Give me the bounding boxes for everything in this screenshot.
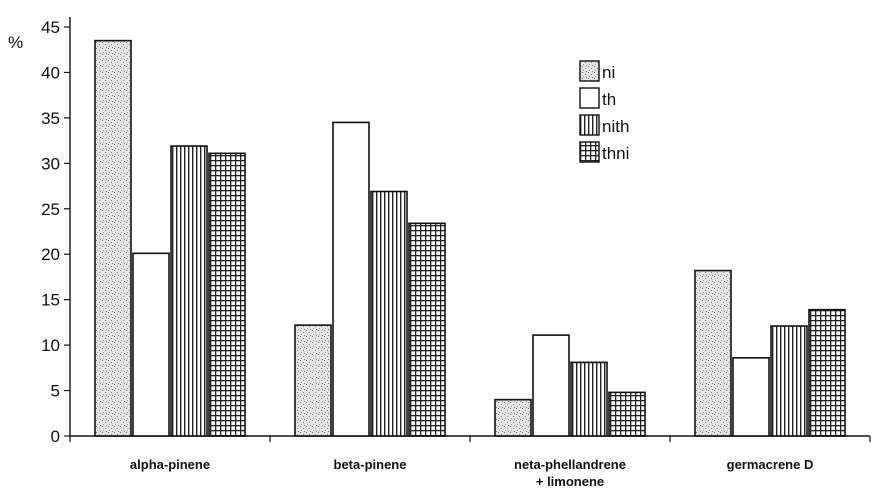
bar-thni	[208, 152, 246, 437]
bar-th	[532, 334, 570, 437]
legend-swatch-nith	[579, 114, 600, 136]
y-tick-label: 15	[41, 291, 60, 310]
bar-thni	[608, 391, 646, 437]
category-label: beta-pinene	[334, 457, 407, 472]
y-tick-label: 30	[41, 154, 60, 173]
bar-thni	[808, 308, 846, 437]
y-axis-label: %	[8, 33, 23, 52]
bar-nith	[170, 145, 208, 437]
bar-nith	[770, 325, 808, 437]
legend-label: th	[602, 90, 616, 109]
y-tick-label: 0	[51, 427, 60, 446]
bar-ni	[494, 398, 532, 437]
bar-nith	[570, 361, 608, 437]
category-label: neta-phellandrene	[514, 457, 626, 472]
bar-ni	[94, 39, 132, 437]
bar-ni	[694, 269, 732, 437]
category-label: + limonene	[536, 474, 604, 489]
bars	[94, 39, 846, 437]
category-label: alpha-pinene	[130, 457, 210, 472]
y-tick-label: 10	[41, 336, 60, 355]
bar-ni	[294, 324, 332, 437]
y-tick-label: 45	[41, 18, 60, 37]
y-tick-label: 5	[51, 382, 60, 401]
legend-swatch-thni	[579, 141, 600, 163]
x-axis: alpha-pinene beta-pinene neta-phellandrene…	[69, 435, 871, 489]
y-tick-label: 25	[41, 200, 60, 219]
legend-label: ni	[602, 63, 615, 82]
y-axis: 0 5 10 15 20 25 30 35 40 45%	[8, 17, 71, 446]
legend-label: nith	[602, 117, 629, 136]
legend-swatch-ni	[579, 60, 600, 82]
bar-th	[732, 357, 770, 437]
legend-label: thni	[602, 144, 629, 163]
legend-swatch-th	[579, 87, 600, 109]
bar-nith	[370, 190, 408, 437]
bar-thni	[408, 222, 446, 437]
category-label: germacrene D	[727, 457, 814, 472]
bar-th	[132, 252, 170, 437]
y-tick-label: 35	[41, 109, 60, 128]
bar-th	[332, 121, 370, 437]
y-tick-label: 40	[41, 63, 60, 82]
y-tick-label: 20	[41, 245, 60, 264]
